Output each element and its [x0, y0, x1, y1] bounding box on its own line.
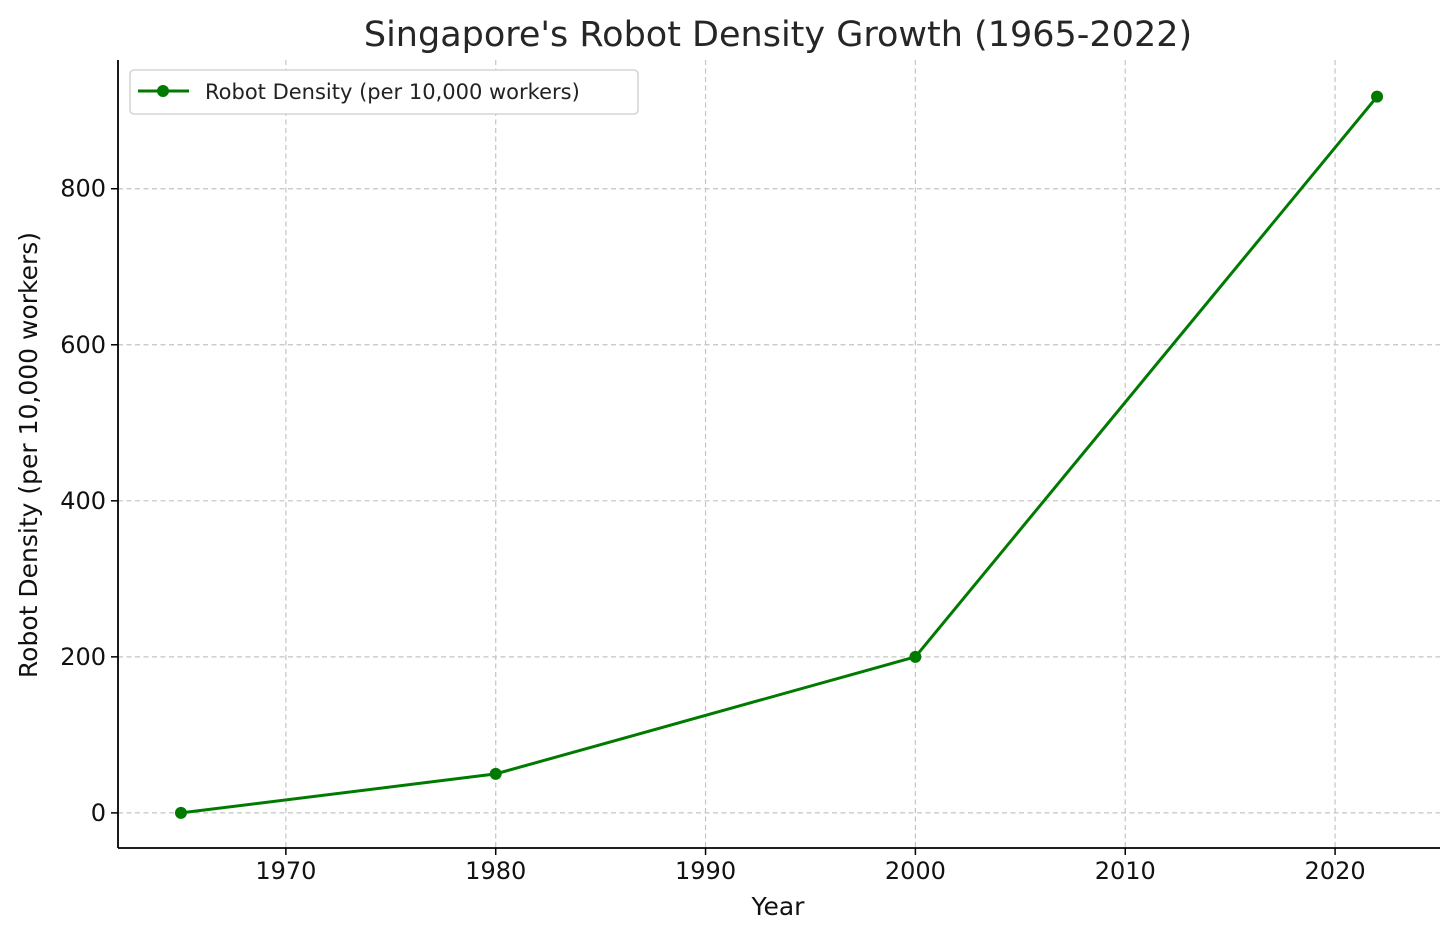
grid [118, 60, 1440, 848]
x-tick-label-2: 1990 [675, 857, 736, 885]
x-tick-label-3: 2000 [885, 857, 946, 885]
data-point-1980 [489, 767, 502, 780]
data-point-1965 [174, 806, 187, 819]
y-tick-label-1: 200 [60, 643, 106, 671]
x-tick-label-0: 1970 [255, 857, 316, 885]
y-tick-label-3: 600 [60, 331, 106, 359]
legend: Robot Density (per 10,000 workers) [129, 69, 639, 115]
legend-marker-sample [157, 85, 169, 97]
chart-title: Singapore's Robot Density Growth (1965-2… [364, 15, 1192, 55]
x-tick-label-5: 2020 [1305, 857, 1366, 885]
legend-label: Robot Density (per 10,000 workers) [205, 80, 580, 104]
ticks: 1970 1980 1990 2000 2010 2020 0 200 400 600 800 [60, 175, 1365, 885]
data-point-2022 [1371, 90, 1384, 103]
legend-box [129, 69, 639, 115]
series-line-0 [179, 95, 1379, 815]
y-tick-label-0: 0 [91, 799, 106, 827]
x-tick-label-4: 2010 [1095, 857, 1156, 885]
y-tick-label-4: 800 [60, 175, 106, 203]
y-axis-label: Robot Density (per 10,000 workers) [14, 232, 43, 678]
x-axis-label: Year [751, 892, 806, 921]
x-tick-label-1: 1980 [465, 857, 526, 885]
data-series [174, 90, 1384, 819]
data-point-2000 [909, 650, 922, 663]
y-tick-label-2: 400 [60, 487, 106, 515]
axes [117, 60, 1440, 849]
